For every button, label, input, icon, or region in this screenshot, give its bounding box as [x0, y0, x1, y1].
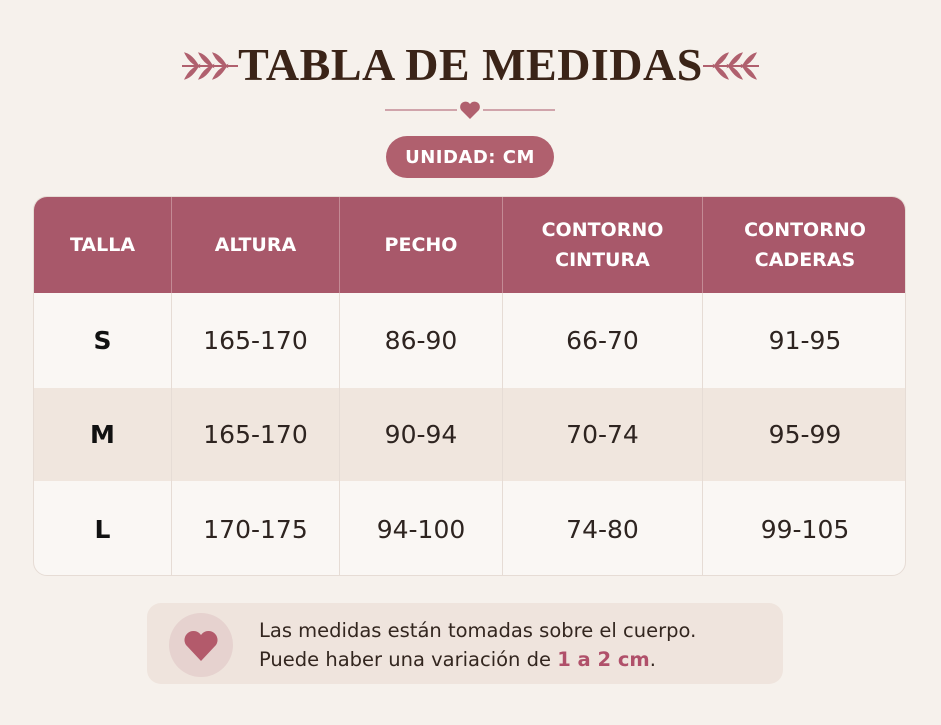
ornament-right [703, 52, 759, 80]
note-text: . [649, 648, 656, 671]
cell-value: 86-90 [339, 293, 502, 388]
cell-value: 74-80 [502, 481, 702, 575]
column-header: CONTORNO CINTURA [502, 197, 702, 293]
size-label: M [34, 388, 171, 481]
ornament-left [182, 52, 238, 80]
heart-icon [169, 613, 233, 677]
cell-value: 170-175 [171, 481, 339, 575]
cell-value: 94-100 [339, 481, 502, 575]
cell-value: 165-170 [171, 388, 339, 481]
unit-badge: UNIDAD: CM [386, 136, 554, 178]
note-line: Puede haber una variación de 1 a 2 cm. [259, 648, 656, 671]
cell-value: 95-99 [702, 388, 905, 481]
cell-value: 90-94 [339, 388, 502, 481]
title: TABLA DE MEDIDAS [238, 39, 703, 90]
cell-value: 91-95 [702, 293, 905, 388]
cell-value: 165-170 [171, 293, 339, 388]
note-highlight: 1 a 2 cm [557, 648, 650, 671]
note-box: Las medidas están tomadas sobre el cuerp… [147, 603, 783, 684]
column-header: CONTORNO CADERAS [702, 197, 905, 293]
column-header: ALTURA [171, 197, 339, 293]
column-header: PECHO [339, 197, 502, 293]
cell-value: 70-74 [502, 388, 702, 481]
cell-value: 99-105 [702, 481, 905, 575]
note-line: Las medidas están tomadas sobre el cuerp… [259, 619, 697, 642]
size-label: L [94, 514, 111, 544]
cell-value: 66-70 [502, 293, 702, 388]
column-header: TALLA [34, 197, 171, 293]
size-label: S [93, 326, 112, 355]
divider [385, 101, 555, 119]
note-text: Puede haber una variación de [259, 648, 558, 671]
size-table: TALLA ALTURA PECHO CONTORNO CINTURA CONTORNO… [33, 196, 906, 576]
